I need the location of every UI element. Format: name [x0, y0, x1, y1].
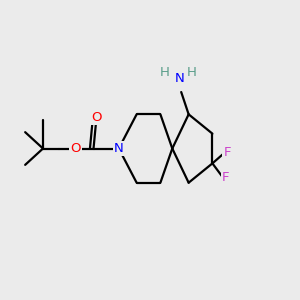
Text: H: H — [159, 66, 169, 79]
Text: N: N — [114, 142, 124, 155]
Text: F: F — [224, 146, 231, 160]
Text: F: F — [222, 171, 230, 184]
Text: O: O — [91, 111, 102, 124]
Text: N: N — [175, 72, 184, 85]
Text: O: O — [70, 142, 81, 155]
Text: H: H — [187, 66, 196, 79]
